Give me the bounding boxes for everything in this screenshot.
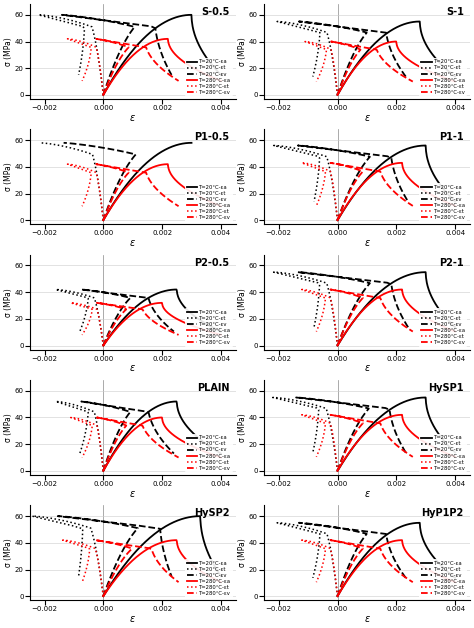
- Legend: T=20°C-εa, T=20°C-εt, T=20°C-εv, T=280°C-εa, T=280°C-εt, T=280°C-εv: T=20°C-εa, T=20°C-εt, T=20°C-εv, T=280°C…: [185, 434, 233, 472]
- Legend: T=20°C-εa, T=20°C-εt, T=20°C-εv, T=280°C-εa, T=280°C-εt, T=280°C-εv: T=20°C-εa, T=20°C-εt, T=20°C-εv, T=280°C…: [419, 559, 467, 598]
- Text: P2-0.5: P2-0.5: [194, 257, 229, 268]
- Text: S-1: S-1: [446, 7, 464, 17]
- X-axis label: ε: ε: [365, 238, 370, 248]
- Y-axis label: σ (MPa): σ (MPa): [238, 413, 247, 442]
- Legend: T=20°C-εa, T=20°C-εt, T=20°C-εv, T=280°C-εa, T=280°C-εt, T=280°C-εv: T=20°C-εa, T=20°C-εt, T=20°C-εv, T=280°C…: [419, 308, 467, 347]
- X-axis label: ε: ε: [365, 363, 370, 373]
- Legend: T=20°C-εa, T=20°C-εt, T=20°C-εv, T=280°C-εa, T=280°C-εt, T=280°C-εv: T=20°C-εa, T=20°C-εt, T=20°C-εv, T=280°C…: [419, 434, 467, 472]
- Y-axis label: σ (MPa): σ (MPa): [4, 37, 13, 66]
- Legend: T=20°C-εa, T=20°C-εt, T=20°C-εv, T=280°C-εa, T=280°C-εt, T=280°C-εv: T=20°C-εa, T=20°C-εt, T=20°C-εv, T=280°C…: [185, 308, 233, 347]
- X-axis label: ε: ε: [365, 112, 370, 122]
- X-axis label: ε: ε: [130, 112, 136, 122]
- Y-axis label: σ (MPa): σ (MPa): [238, 288, 247, 317]
- X-axis label: ε: ε: [130, 363, 136, 373]
- X-axis label: ε: ε: [130, 614, 136, 624]
- X-axis label: ε: ε: [365, 614, 370, 624]
- Legend: T=20°C-εa, T=20°C-εt, T=20°C-εv, T=280°C-εa, T=280°C-εt, T=280°C-εv: T=20°C-εa, T=20°C-εt, T=20°C-εv, T=280°C…: [185, 58, 233, 96]
- Legend: T=20°C-εa, T=20°C-εt, T=20°C-εv, T=280°C-εa, T=280°C-εt, T=280°C-εv: T=20°C-εa, T=20°C-εt, T=20°C-εv, T=280°C…: [419, 183, 467, 222]
- Y-axis label: σ (MPa): σ (MPa): [4, 413, 13, 442]
- Y-axis label: σ (MPa): σ (MPa): [4, 288, 13, 317]
- Y-axis label: σ (MPa): σ (MPa): [4, 538, 13, 567]
- Y-axis label: σ (MPa): σ (MPa): [238, 37, 247, 66]
- Legend: T=20°C-εa, T=20°C-εt, T=20°C-εv, T=280°C-εa, T=280°C-εt, T=280°C-εv: T=20°C-εa, T=20°C-εt, T=20°C-εv, T=280°C…: [185, 183, 233, 222]
- Legend: T=20°C-εa, T=20°C-εt, T=20°C-εv, T=280°C-εa, T=280°C-εt, T=280°C-εv: T=20°C-εa, T=20°C-εt, T=20°C-εv, T=280°C…: [419, 58, 467, 96]
- Y-axis label: σ (MPa): σ (MPa): [238, 163, 247, 192]
- Text: P2-1: P2-1: [439, 257, 464, 268]
- Text: HyP1P2: HyP1P2: [421, 508, 464, 518]
- X-axis label: ε: ε: [130, 238, 136, 248]
- Text: S-0.5: S-0.5: [201, 7, 229, 17]
- Text: PLAIN: PLAIN: [197, 383, 229, 393]
- Text: P1-1: P1-1: [439, 133, 464, 143]
- X-axis label: ε: ε: [130, 489, 136, 499]
- Text: HySP1: HySP1: [428, 383, 464, 393]
- Legend: T=20°C-εa, T=20°C-εt, T=20°C-εv, T=280°C-εa, T=280°C-εt, T=280°C-εv: T=20°C-εa, T=20°C-εt, T=20°C-εv, T=280°C…: [185, 559, 233, 598]
- X-axis label: ε: ε: [365, 489, 370, 499]
- Y-axis label: σ (MPa): σ (MPa): [238, 538, 247, 567]
- Y-axis label: σ (MPa): σ (MPa): [4, 163, 13, 192]
- Text: P1-0.5: P1-0.5: [194, 133, 229, 143]
- Text: HySP2: HySP2: [194, 508, 229, 518]
